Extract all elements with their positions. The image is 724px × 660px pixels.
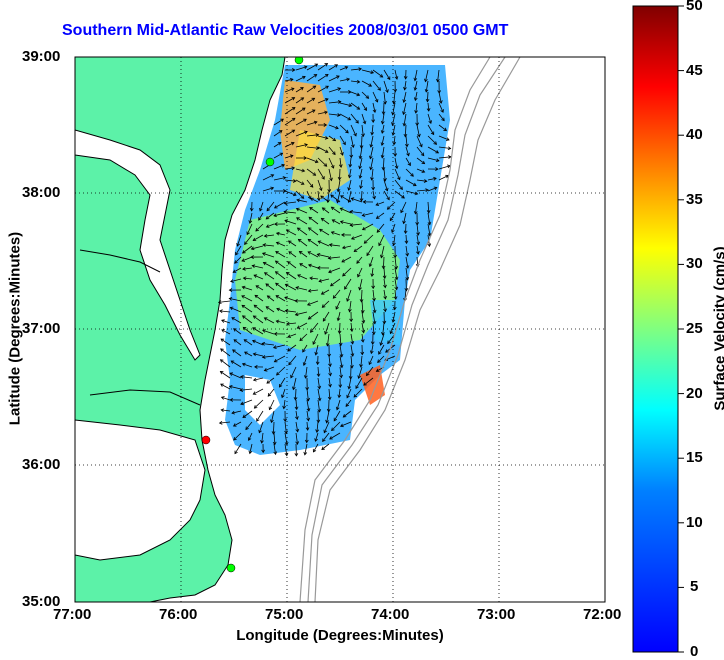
x-tick-label: 74:00 xyxy=(371,606,409,623)
x-tick-label: 75:00 xyxy=(265,606,303,623)
colorbar-tick-label: 20 xyxy=(686,385,703,402)
colorbar-tick-label: 30 xyxy=(686,255,703,272)
velocity-arrow xyxy=(340,323,341,333)
colorbar-label: Surface Velocity (cm/s) xyxy=(712,179,724,479)
station-marker xyxy=(227,564,235,572)
colorbar-tick-label: 25 xyxy=(686,320,703,337)
x-tick-label: 72:00 xyxy=(583,606,621,623)
x-tick-label: 77:00 xyxy=(53,606,91,623)
y-tick-label: 36:00 xyxy=(22,456,60,473)
x-axis-label: Longitude (Degrees:Minutes) xyxy=(75,627,605,644)
colorbar xyxy=(633,6,678,652)
y-tick-label: 37:00 xyxy=(22,320,60,337)
colorbar-tick-label: 10 xyxy=(686,514,703,531)
colorbar-tick-label: 40 xyxy=(686,126,703,143)
station-marker xyxy=(202,436,210,444)
colorbar-tick-label: 50 xyxy=(686,0,703,14)
velocity-arrow xyxy=(384,103,385,114)
y-tick-label: 39:00 xyxy=(22,48,60,65)
colorbar-ticks xyxy=(678,6,684,652)
station-marker xyxy=(266,158,274,166)
colorbar-tick-label: 45 xyxy=(686,62,703,79)
colorbar-tick-label: 5 xyxy=(690,578,698,595)
velocity-arrow xyxy=(340,169,341,180)
y-tick-label: 38:00 xyxy=(22,184,60,201)
x-tick-label: 73:00 xyxy=(477,606,515,623)
colorbar-tick-label: 35 xyxy=(686,191,703,208)
colorbar-tick-label: 0 xyxy=(690,643,698,660)
y-axis-label: Latitude (Degrees:Minutes) xyxy=(7,179,24,479)
velocity-arrow xyxy=(406,224,407,233)
colorbar-tick-label: 15 xyxy=(686,449,703,466)
x-tick-label: 76:00 xyxy=(159,606,197,623)
